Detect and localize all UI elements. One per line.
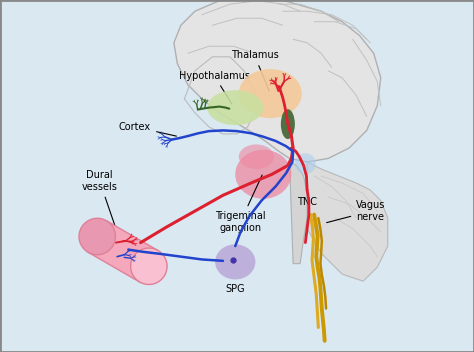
Text: Dural
vessels: Dural vessels <box>82 170 118 237</box>
Ellipse shape <box>207 90 263 125</box>
Text: TNC: TNC <box>297 197 317 207</box>
Text: Thalamus: Thalamus <box>231 50 278 91</box>
Ellipse shape <box>235 150 292 199</box>
Ellipse shape <box>79 218 116 255</box>
Ellipse shape <box>239 69 302 118</box>
Text: SPG: SPG <box>226 284 245 294</box>
Ellipse shape <box>295 153 316 174</box>
Ellipse shape <box>281 109 295 139</box>
Ellipse shape <box>215 244 255 279</box>
Polygon shape <box>307 162 388 281</box>
Text: Vagus
nerve: Vagus nerve <box>327 200 385 222</box>
Text: Trigeminal
ganglion: Trigeminal ganglion <box>215 175 266 233</box>
Text: Cortex: Cortex <box>119 122 176 136</box>
Polygon shape <box>290 162 307 264</box>
Polygon shape <box>174 0 381 162</box>
Polygon shape <box>88 221 158 282</box>
Text: Hypothalamus: Hypothalamus <box>179 71 250 104</box>
Ellipse shape <box>239 144 274 169</box>
Ellipse shape <box>131 248 167 284</box>
